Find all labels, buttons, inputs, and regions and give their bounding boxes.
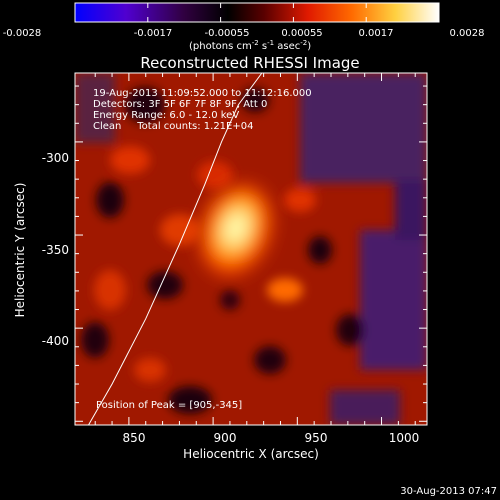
plot-frame [74,72,428,426]
x-tick-label: 900 [214,431,237,445]
x-tick-label: 850 [123,431,146,445]
colorbar-ticks [147,3,367,22]
colorbar-gradient [74,2,440,23]
colorbar-tick-label: 0.0017 [359,28,394,39]
annotation-line: 19-Aug-2013 11:09:52.000 to 11:12:16.000 [93,88,312,99]
colorbar-tick-label: -0.0017 [134,28,173,39]
y-tick-label: -350 [42,243,69,257]
annotation-line: Clean Total counts: 1.21E+04 [93,121,253,132]
solar-limb-curve [88,73,263,425]
peak-position-label: Position of Peak = [905,-345] [96,400,242,411]
colorbar-tick-label: -0.00055 [205,28,250,39]
chart-title: Reconstructed RHESSI Image [140,54,359,72]
annotation-line: Energy Range: 6.0 - 12.0 keV [93,110,239,121]
x-tick-label: 950 [305,431,328,445]
y-axis-label: Heliocentric Y (arcsec) [13,183,27,318]
footer-timestamp: 30-Aug-2013 07:47 [400,486,497,497]
annotation-block: 19-Aug-2013 11:09:52.000 to 11:12:16.000… [93,88,312,132]
x-axis-label: Heliocentric X (arcsec) [183,447,319,461]
heatmap-image [75,73,427,425]
y-tick-label: -400 [42,334,69,348]
colorbar-tick-label: -0.0028 [3,28,42,39]
x-tick-label: 1000 [389,431,420,445]
colorbar-tick-label: 0.0028 [450,28,485,39]
axis-ticks [75,73,427,425]
colorbar: -0.0028 -0.0017 -0.00055 0.00055 0.0017 … [3,2,485,52]
colorbar-unit-label: (photons cm-2 s-1 asec-2) [189,39,311,52]
colorbar-tick-label: 0.00055 [281,28,322,39]
annotation-line: Detectors: 3F 5F 6F 7F 8F 9F, Att 0 [93,99,267,110]
y-tick-label: -300 [42,151,69,165]
